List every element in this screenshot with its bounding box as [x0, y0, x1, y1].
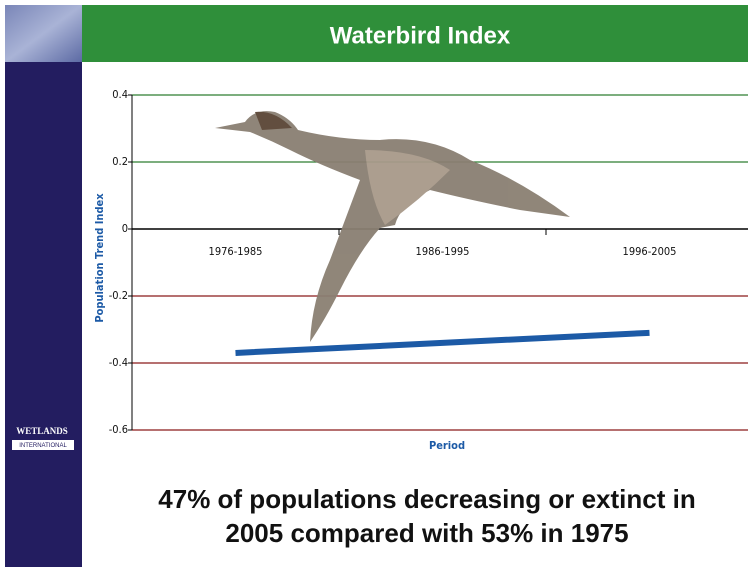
- y-axis-title: Population Trend Index: [93, 193, 106, 323]
- plot-area: -0.6 -0.4 -0.2 0 0.2 0.4 1976-1985 1986-1995 199…: [109, 88, 748, 436]
- y-tick-label: -0.2: [109, 289, 128, 302]
- header-bar: [82, 5, 748, 62]
- x-tick-label: 1996-2005: [623, 245, 677, 258]
- data-line: [235, 329, 650, 356]
- sidebar: [5, 62, 82, 567]
- x-tick-label: 1986-1995: [416, 245, 470, 258]
- y-tick-label: -0.4: [109, 356, 128, 369]
- y-tick-label: 0: [122, 222, 128, 235]
- caption-line: 2005 compared with 53% in 1975: [225, 518, 628, 548]
- y-tick-label: 0.4: [112, 88, 128, 101]
- y-tick-label: -0.6: [109, 423, 128, 436]
- logo-name: WETLANDS: [16, 426, 68, 436]
- logo-bar: [12, 440, 74, 450]
- duck-body: [215, 111, 570, 342]
- caption-line: 47% of populations decreasing or extinct…: [158, 484, 695, 514]
- x-tick-label: 1976-1985: [209, 245, 263, 258]
- duck-head: [255, 111, 292, 130]
- duck-illustration: [215, 111, 570, 342]
- duck-wing: [365, 150, 450, 225]
- water-texture: [5, 5, 82, 62]
- y-tick-label: 0.2: [112, 155, 128, 168]
- logo-subtitle: INTERNATIONAL: [19, 443, 67, 449]
- slide-title: Waterbird Index: [330, 22, 511, 49]
- x-axis-title: Period: [429, 439, 465, 452]
